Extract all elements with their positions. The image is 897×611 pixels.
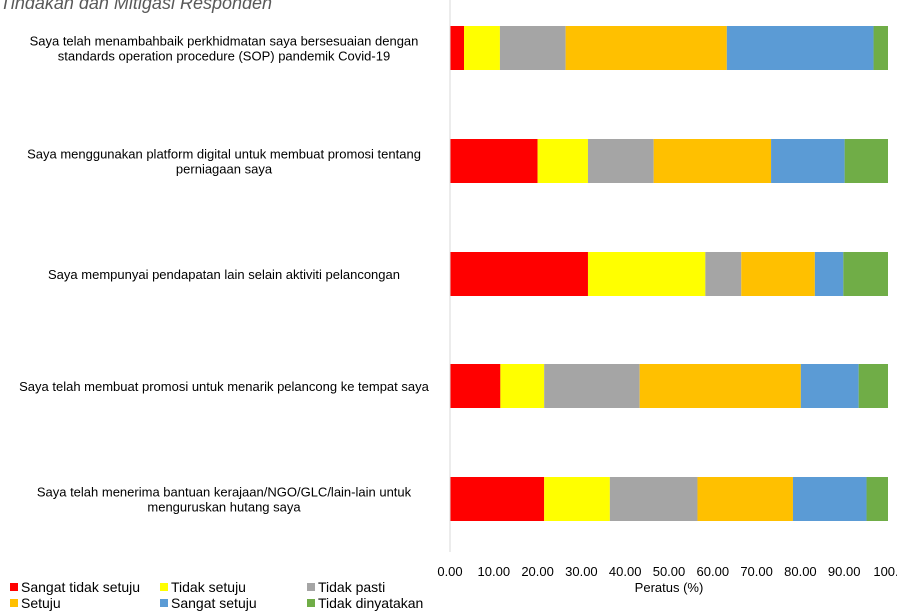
category-label-3-line-1: Saya telah membuat promosi untuk menarik…	[19, 379, 429, 394]
legend-label: Tidak dinyatakan	[318, 595, 424, 611]
x-tick-label-10: 100.	[873, 564, 897, 579]
bar-segment-tidak-dinyatakan-3	[858, 364, 888, 408]
bar-segment-tidak-pasti-1	[587, 139, 654, 183]
bar-segment-setuju-4	[697, 477, 793, 521]
chart-legend: Sangat tidak setuju Tidak setuju Tidak pas…	[10, 579, 470, 611]
category-label-0-line-2: standards operation procedure (SOP) pand…	[58, 49, 390, 64]
axis-layer: 0.00 10.00 20.00 30.00 40.00 50.00 60.00 70.00 8…	[437, 0, 897, 595]
bar-segment-sangat-tidak-setuju-3	[450, 364, 501, 408]
category-label-1-line-2: perniagaan saya	[176, 162, 273, 177]
bars-layer	[450, 26, 888, 521]
x-tick-label-2: 20.00	[521, 564, 554, 579]
chart-title: Tindakan dan Mitigasi Responden	[0, 0, 273, 13]
x-tick-label-4: 40.00	[609, 564, 642, 579]
bar-segment-sangat-setuju-3	[800, 364, 859, 408]
x-tick-label-8: 80.00	[784, 564, 817, 579]
legend-swatch	[10, 583, 18, 591]
bar-segment-tidak-setuju-2	[587, 252, 706, 296]
legend-swatch	[10, 599, 18, 607]
category-label-2-line-1: Saya mempunyai pendapatan lain selain ak…	[48, 267, 400, 282]
category-label-4-line-1: Saya telah menerima bantuan kerajaan/NGO…	[37, 485, 412, 500]
bar-segment-setuju-1	[653, 139, 772, 183]
category-label-1-line-1: Saya menggunakan platform digital untuk …	[27, 147, 421, 162]
legend-swatch	[307, 599, 315, 607]
x-tick-label-7: 70.00	[740, 564, 773, 579]
legend-swatch	[307, 583, 315, 591]
bar-segment-tidak-dinyatakan-4	[866, 477, 888, 521]
bar-segment-setuju-3	[639, 364, 801, 408]
legend-swatch	[160, 583, 168, 591]
bar-segment-setuju-0	[565, 26, 727, 70]
legend-item-tidak-setuju: Tidak setuju	[160, 579, 307, 595]
legend-label: Sangat setuju	[171, 595, 257, 611]
x-axis-title: Peratus (%)	[635, 580, 704, 595]
bar-segment-tidak-pasti-4	[609, 477, 698, 521]
category-labels-layer: Saya telah menambahbaik perkhidmatan say…	[19, 34, 429, 515]
bar-segment-tidak-setuju-3	[500, 364, 545, 408]
bar-segment-tidak-dinyatakan-2	[843, 252, 888, 296]
bar-segment-tidak-pasti-0	[499, 26, 566, 70]
bar-segment-tidak-dinyatakan-0	[873, 26, 888, 70]
legend-item-sangat-setuju: Sangat setuju	[160, 595, 307, 611]
legend-swatch	[160, 599, 168, 607]
legend-label: Sangat tidak setuju	[21, 579, 141, 595]
bar-segment-sangat-setuju-1	[771, 139, 845, 183]
legend-item-sangat-tidak-setuju: Sangat tidak setuju	[10, 579, 160, 595]
bar-segment-tidak-setuju-4	[544, 477, 610, 521]
legend-item-tidak-dinyatakan: Tidak dinyatakan	[307, 595, 467, 611]
bar-segment-sangat-setuju-4	[792, 477, 867, 521]
legend-item-setuju: Setuju	[10, 595, 160, 611]
x-tick-label-6: 60.00	[697, 564, 730, 579]
bar-segment-sangat-setuju-0	[726, 26, 874, 70]
bar-segment-setuju-2	[741, 252, 815, 296]
legend-label: Tidak setuju	[171, 579, 246, 595]
bar-segment-sangat-tidak-setuju-4	[450, 477, 545, 521]
bar-segment-sangat-setuju-2	[814, 252, 844, 296]
x-tick-label-5: 50.00	[653, 564, 686, 579]
category-label-4-line-2: menguruskan hutang saya	[147, 500, 301, 515]
x-tick-label-9: 90.00	[828, 564, 861, 579]
x-tick-label-0: 0.00	[437, 564, 462, 579]
bar-segment-tidak-pasti-3	[544, 364, 640, 408]
legend-label: Tidak pasti	[318, 579, 386, 595]
bar-segment-sangat-tidak-setuju-0	[450, 26, 465, 70]
x-tick-label-1: 10.00	[478, 564, 511, 579]
category-label-0-line-1: Saya telah menambahbaik perkhidmatan say…	[30, 34, 419, 49]
bar-segment-sangat-tidak-setuju-1	[450, 139, 538, 183]
bar-segment-tidak-dinyatakan-1	[844, 139, 888, 183]
legend-item-tidak-pasti: Tidak pasti	[307, 579, 467, 595]
bar-segment-tidak-pasti-2	[705, 252, 742, 296]
bar-segment-tidak-setuju-0	[464, 26, 500, 70]
bar-segment-tidak-setuju-1	[537, 139, 588, 183]
x-tick-label-3: 30.00	[565, 564, 598, 579]
bar-segment-sangat-tidak-setuju-2	[450, 252, 588, 296]
legend-label: Setuju	[21, 595, 61, 611]
